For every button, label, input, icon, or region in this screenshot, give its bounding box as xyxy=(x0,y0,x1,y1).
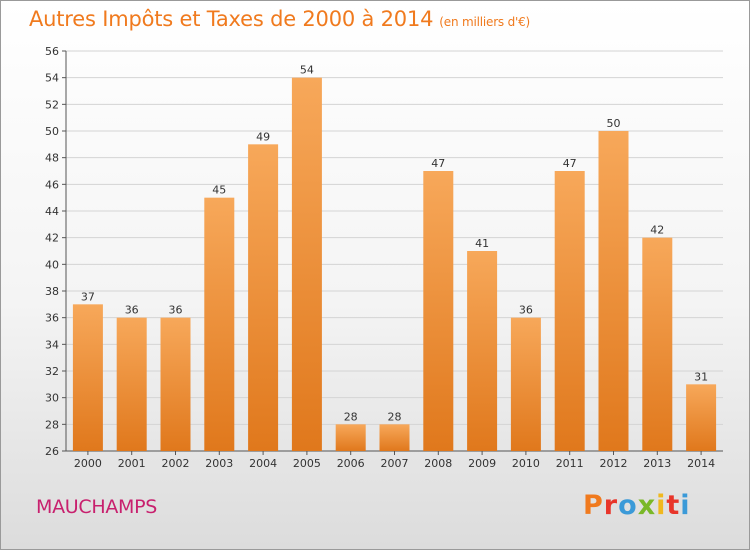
x-tick-label: 2000 xyxy=(74,457,102,470)
brand-letter: t xyxy=(666,490,681,521)
bar xyxy=(116,317,147,451)
data-label: 31 xyxy=(694,370,708,383)
x-tick-label: 2010 xyxy=(512,457,540,470)
brand-letter: P xyxy=(583,490,604,521)
x-tick-label: 2014 xyxy=(687,457,715,470)
brand-letter: r xyxy=(603,490,619,521)
data-label: 41 xyxy=(475,237,489,250)
x-tick-label: 2013 xyxy=(643,457,671,470)
place-name: MAUCHAMPS xyxy=(36,496,158,518)
bar xyxy=(248,144,279,452)
data-label: 37 xyxy=(81,290,95,303)
y-tick-label: 40 xyxy=(45,258,59,271)
x-tick-label: 2004 xyxy=(249,457,277,470)
chart-title-unit: (en milliers d'€) xyxy=(439,15,531,29)
bars: 37 36 36 45 49 54 28 28 47 41 36 47 50 42 31 xyxy=(72,64,717,452)
x-tick-label: 2005 xyxy=(293,457,321,470)
y-tick-label: 54 xyxy=(45,72,59,85)
x-tick-label: 2003 xyxy=(205,457,233,470)
x-tick-label: 2007 xyxy=(381,457,409,470)
data-label: 54 xyxy=(300,64,314,77)
bar xyxy=(467,251,498,451)
y-tick-label: 38 xyxy=(45,285,59,298)
bar xyxy=(510,317,541,451)
y-tick-label: 46 xyxy=(45,178,59,191)
x-tick-label: 2002 xyxy=(162,457,190,470)
bar xyxy=(160,317,191,451)
x-tick-label: 2001 xyxy=(118,457,146,470)
brand-letter: x xyxy=(637,490,657,521)
brand-letter: i xyxy=(680,490,691,521)
data-label: 47 xyxy=(563,157,577,170)
y-tick-label: 56 xyxy=(45,45,59,58)
bar xyxy=(335,424,366,451)
data-label: 49 xyxy=(256,130,270,143)
bar xyxy=(598,131,629,451)
data-label: 28 xyxy=(388,410,402,423)
bar xyxy=(554,171,585,451)
brand-logo: Proxiti xyxy=(583,490,691,521)
chart-title: Autres Impôts et Taxes de 2000 à 2014 (en… xyxy=(29,7,530,31)
data-label: 36 xyxy=(125,304,139,317)
brand-letter: i xyxy=(656,490,667,521)
y-tick-label: 26 xyxy=(45,445,59,458)
data-label: 36 xyxy=(519,304,533,317)
brand-letter: o xyxy=(618,490,638,521)
bar xyxy=(291,77,322,452)
bar xyxy=(204,197,235,451)
y-tick-label: 30 xyxy=(45,392,59,405)
bar xyxy=(642,237,673,451)
bar xyxy=(423,171,454,451)
data-label: 28 xyxy=(344,410,358,423)
chart-title-text: Autres Impôts et Taxes de 2000 à 2014 xyxy=(29,7,434,31)
data-label: 50 xyxy=(607,117,621,130)
data-label: 47 xyxy=(431,157,445,170)
y-tick-label: 44 xyxy=(45,205,59,218)
y-tick-label: 34 xyxy=(45,338,59,351)
bar xyxy=(72,304,103,451)
y-tick-label: 52 xyxy=(45,98,59,111)
y-tick-label: 36 xyxy=(45,312,59,325)
bar xyxy=(686,384,717,451)
y-tick-label: 28 xyxy=(45,418,59,431)
x-tick-label: 2008 xyxy=(424,457,452,470)
y-tick-label: 32 xyxy=(45,365,59,378)
x-tick-label: 2012 xyxy=(600,457,628,470)
x-tick-label: 2006 xyxy=(337,457,365,470)
x-tick-label: 2011 xyxy=(556,457,584,470)
data-label: 36 xyxy=(169,304,183,317)
bar xyxy=(379,424,410,451)
data-label: 45 xyxy=(212,184,226,197)
x-tick-label: 2009 xyxy=(468,457,496,470)
y-tick-label: 50 xyxy=(45,125,59,138)
data-label: 42 xyxy=(650,224,664,237)
y-tick-label: 42 xyxy=(45,232,59,245)
y-tick-label: 48 xyxy=(45,152,59,165)
